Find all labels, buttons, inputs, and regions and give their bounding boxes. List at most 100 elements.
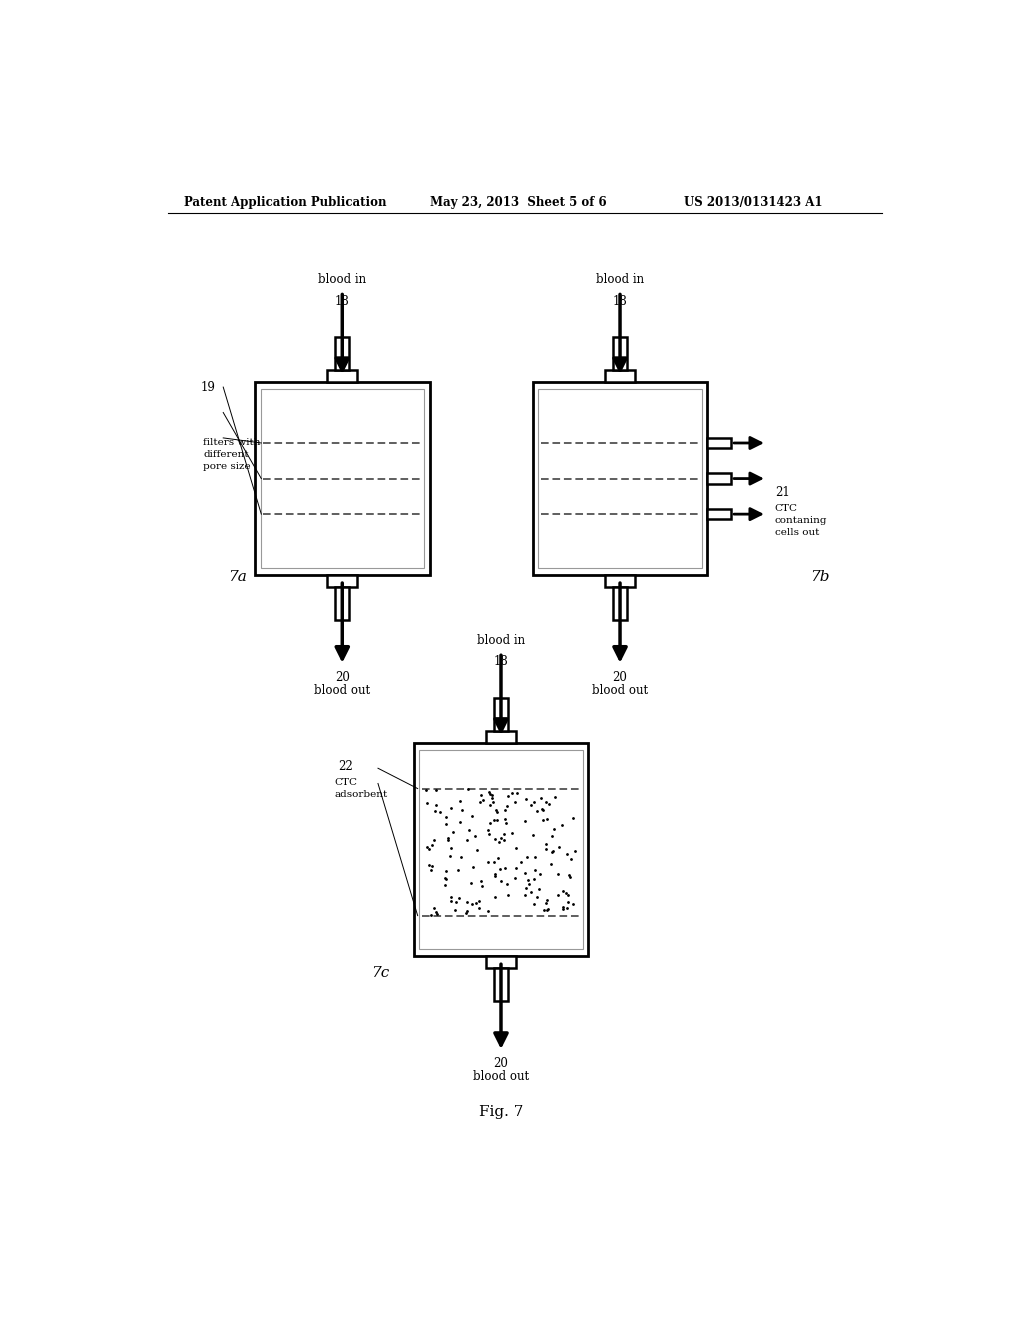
Bar: [260, 389, 424, 568]
Point: [453, 791, 469, 812]
Point: [429, 904, 445, 925]
Point: [423, 904, 439, 925]
Point: [484, 784, 501, 805]
Point: [508, 837, 524, 858]
Point: [481, 784, 498, 805]
Point: [469, 840, 485, 861]
Point: [423, 859, 439, 880]
Point: [459, 829, 475, 850]
Bar: [419, 750, 583, 949]
Point: [532, 863, 549, 884]
Point: [439, 829, 456, 850]
Point: [443, 886, 460, 907]
Point: [427, 800, 443, 821]
Point: [547, 787, 563, 808]
Point: [540, 899, 556, 920]
Point: [555, 899, 571, 920]
Point: [522, 882, 539, 903]
Text: 20: 20: [335, 671, 350, 684]
Point: [536, 899, 552, 920]
Point: [561, 865, 578, 886]
Point: [421, 854, 437, 875]
Bar: [486, 731, 516, 743]
Bar: [708, 438, 731, 447]
Point: [499, 874, 515, 895]
Bar: [494, 969, 508, 1001]
Point: [482, 812, 499, 833]
Point: [500, 884, 516, 906]
Text: 22: 22: [338, 760, 353, 774]
Point: [481, 824, 498, 845]
Point: [493, 871, 509, 892]
Point: [465, 857, 481, 878]
Text: blood in: blood in: [596, 273, 644, 286]
Text: 18: 18: [494, 656, 508, 668]
Point: [473, 870, 489, 891]
Point: [480, 851, 497, 873]
Point: [504, 783, 520, 804]
Point: [542, 793, 558, 814]
Point: [442, 890, 459, 911]
Point: [437, 814, 454, 836]
Point: [418, 779, 434, 800]
Text: 7b: 7b: [811, 570, 830, 583]
Point: [486, 829, 503, 850]
Point: [543, 854, 559, 875]
Point: [518, 788, 535, 809]
Point: [482, 795, 499, 816]
Text: blood out: blood out: [473, 1071, 529, 1084]
Point: [538, 791, 554, 812]
Bar: [335, 338, 349, 370]
Point: [504, 822, 520, 843]
Text: 18: 18: [612, 294, 628, 308]
Point: [540, 808, 556, 829]
Point: [498, 812, 514, 833]
Point: [428, 795, 444, 816]
Point: [550, 884, 566, 906]
Point: [535, 809, 551, 830]
Point: [501, 785, 517, 807]
Point: [421, 840, 437, 861]
Point: [437, 807, 454, 828]
Point: [497, 808, 513, 829]
Point: [483, 787, 500, 808]
Point: [538, 838, 554, 859]
Point: [425, 829, 441, 850]
Point: [459, 900, 475, 921]
Point: [507, 791, 523, 812]
Text: 7c: 7c: [372, 966, 390, 981]
Point: [559, 884, 575, 906]
Bar: [708, 474, 731, 483]
Point: [490, 832, 507, 853]
Text: CTC
adsorbent: CTC adsorbent: [334, 779, 388, 799]
Point: [480, 900, 497, 921]
Point: [522, 795, 539, 816]
Point: [471, 891, 487, 912]
Point: [461, 820, 477, 841]
Point: [431, 801, 447, 822]
Point: [453, 846, 469, 867]
Point: [524, 824, 541, 845]
Point: [539, 890, 555, 911]
Bar: [328, 370, 357, 381]
Point: [442, 845, 459, 866]
Point: [450, 859, 466, 880]
Point: [459, 891, 475, 912]
Text: blood out: blood out: [592, 684, 648, 697]
Point: [464, 894, 480, 915]
Point: [497, 830, 513, 851]
Text: 20: 20: [612, 671, 628, 684]
Point: [466, 825, 482, 846]
Point: [493, 828, 509, 849]
Point: [497, 857, 513, 878]
Text: May 23, 2013  Sheet 5 of 6: May 23, 2013 Sheet 5 of 6: [430, 195, 606, 209]
Point: [481, 781, 498, 803]
Point: [538, 892, 554, 913]
Point: [497, 822, 513, 843]
Point: [424, 834, 440, 855]
Point: [559, 898, 575, 919]
Point: [487, 887, 504, 908]
Text: 18: 18: [335, 294, 349, 308]
Point: [444, 821, 461, 842]
Point: [550, 863, 566, 884]
